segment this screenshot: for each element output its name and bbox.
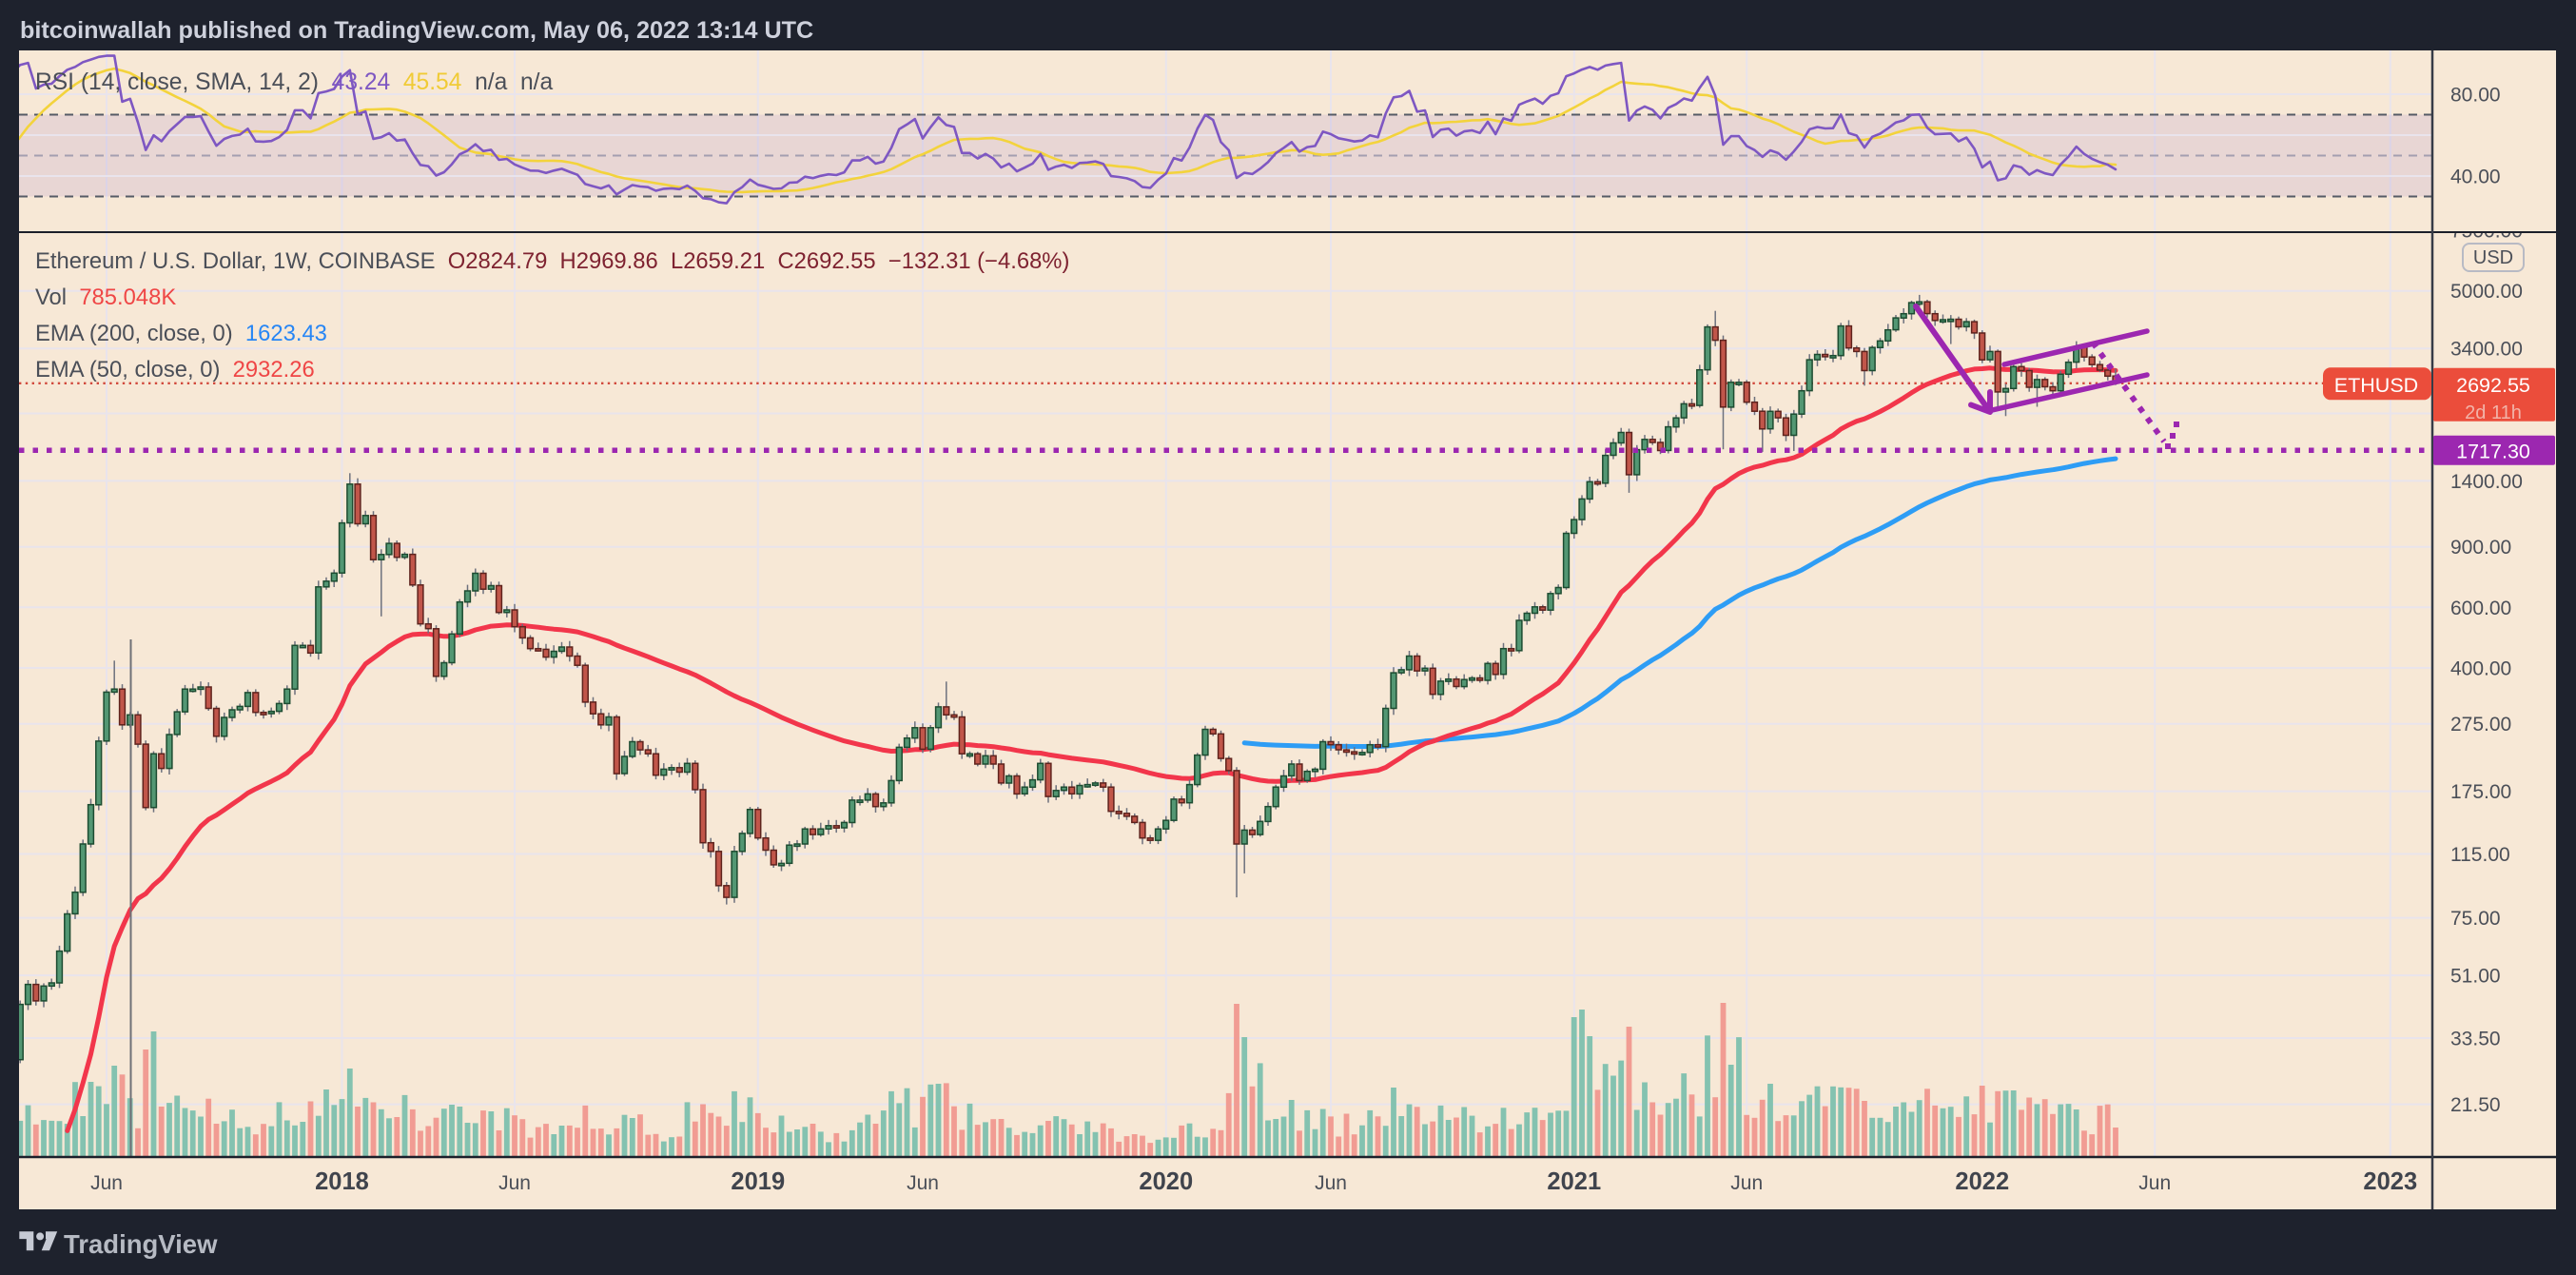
svg-text:3400.00: 3400.00 [2450,339,2523,361]
svg-text:2d 11h: 2d 11h [2465,402,2522,423]
svg-text:2022: 2022 [1955,1168,2009,1195]
svg-text:51.00: 51.00 [2450,966,2501,988]
svg-text:40.00: 40.00 [2450,167,2501,188]
svg-text:ETHUSD: ETHUSD [2334,374,2418,397]
svg-text:Jun: Jun [1315,1172,1347,1194]
svg-text:Jun: Jun [90,1172,123,1194]
svg-text:Jun: Jun [907,1172,939,1194]
svg-text:80.00: 80.00 [2450,85,2501,107]
svg-text:bitcoinwallah published on Tra: bitcoinwallah published on TradingView.c… [20,17,813,44]
svg-text:RSI (14, close, SMA, 14, 2) 4: RSI (14, close, SMA, 14, 2) 43.24 45.54 … [35,69,553,95]
svg-text:75.00: 75.00 [2450,908,2501,930]
svg-text:1400.00: 1400.00 [2450,471,2523,493]
svg-text:2018: 2018 [315,1168,369,1195]
svg-text:900.00: 900.00 [2450,537,2511,559]
svg-text:TradingView: TradingView [64,1229,218,1259]
svg-text:21.50: 21.50 [2450,1094,2501,1116]
svg-text:Jun: Jun [1730,1172,1763,1194]
svg-text:2021: 2021 [1547,1168,1601,1195]
svg-text:Jun: Jun [498,1172,531,1194]
svg-text:USD: USD [2473,247,2513,268]
svg-text:175.00: 175.00 [2450,781,2511,803]
svg-text:2023: 2023 [2363,1168,2417,1195]
svg-text:33.50: 33.50 [2450,1029,2501,1050]
svg-text:EMA (200, close, 0) 1623.43: EMA (200, close, 0) 1623.43 [35,321,327,346]
svg-text:115.00: 115.00 [2450,844,2510,866]
svg-text:5000.00: 5000.00 [2450,281,2523,303]
svg-text:2692.55: 2692.55 [2456,374,2530,397]
svg-text:EMA (50, close, 0) 2932.26: EMA (50, close, 0) 2932.26 [35,357,315,382]
svg-text:Jun: Jun [2138,1172,2171,1194]
svg-text:600.00: 600.00 [2450,598,2511,619]
svg-text:1717.30: 1717.30 [2456,440,2530,462]
svg-text:275.00: 275.00 [2450,714,2511,736]
svg-text:400.00: 400.00 [2450,657,2511,679]
svg-text:Vol 785.048K: Vol 785.048K [35,284,176,310]
svg-text:Ethereum / U.S. Dollar, 1W, CO: Ethereum / U.S. Dollar, 1W, COINBASE O28… [35,248,1069,274]
svg-text:2019: 2019 [731,1168,785,1195]
svg-text:2020: 2020 [1139,1168,1193,1195]
